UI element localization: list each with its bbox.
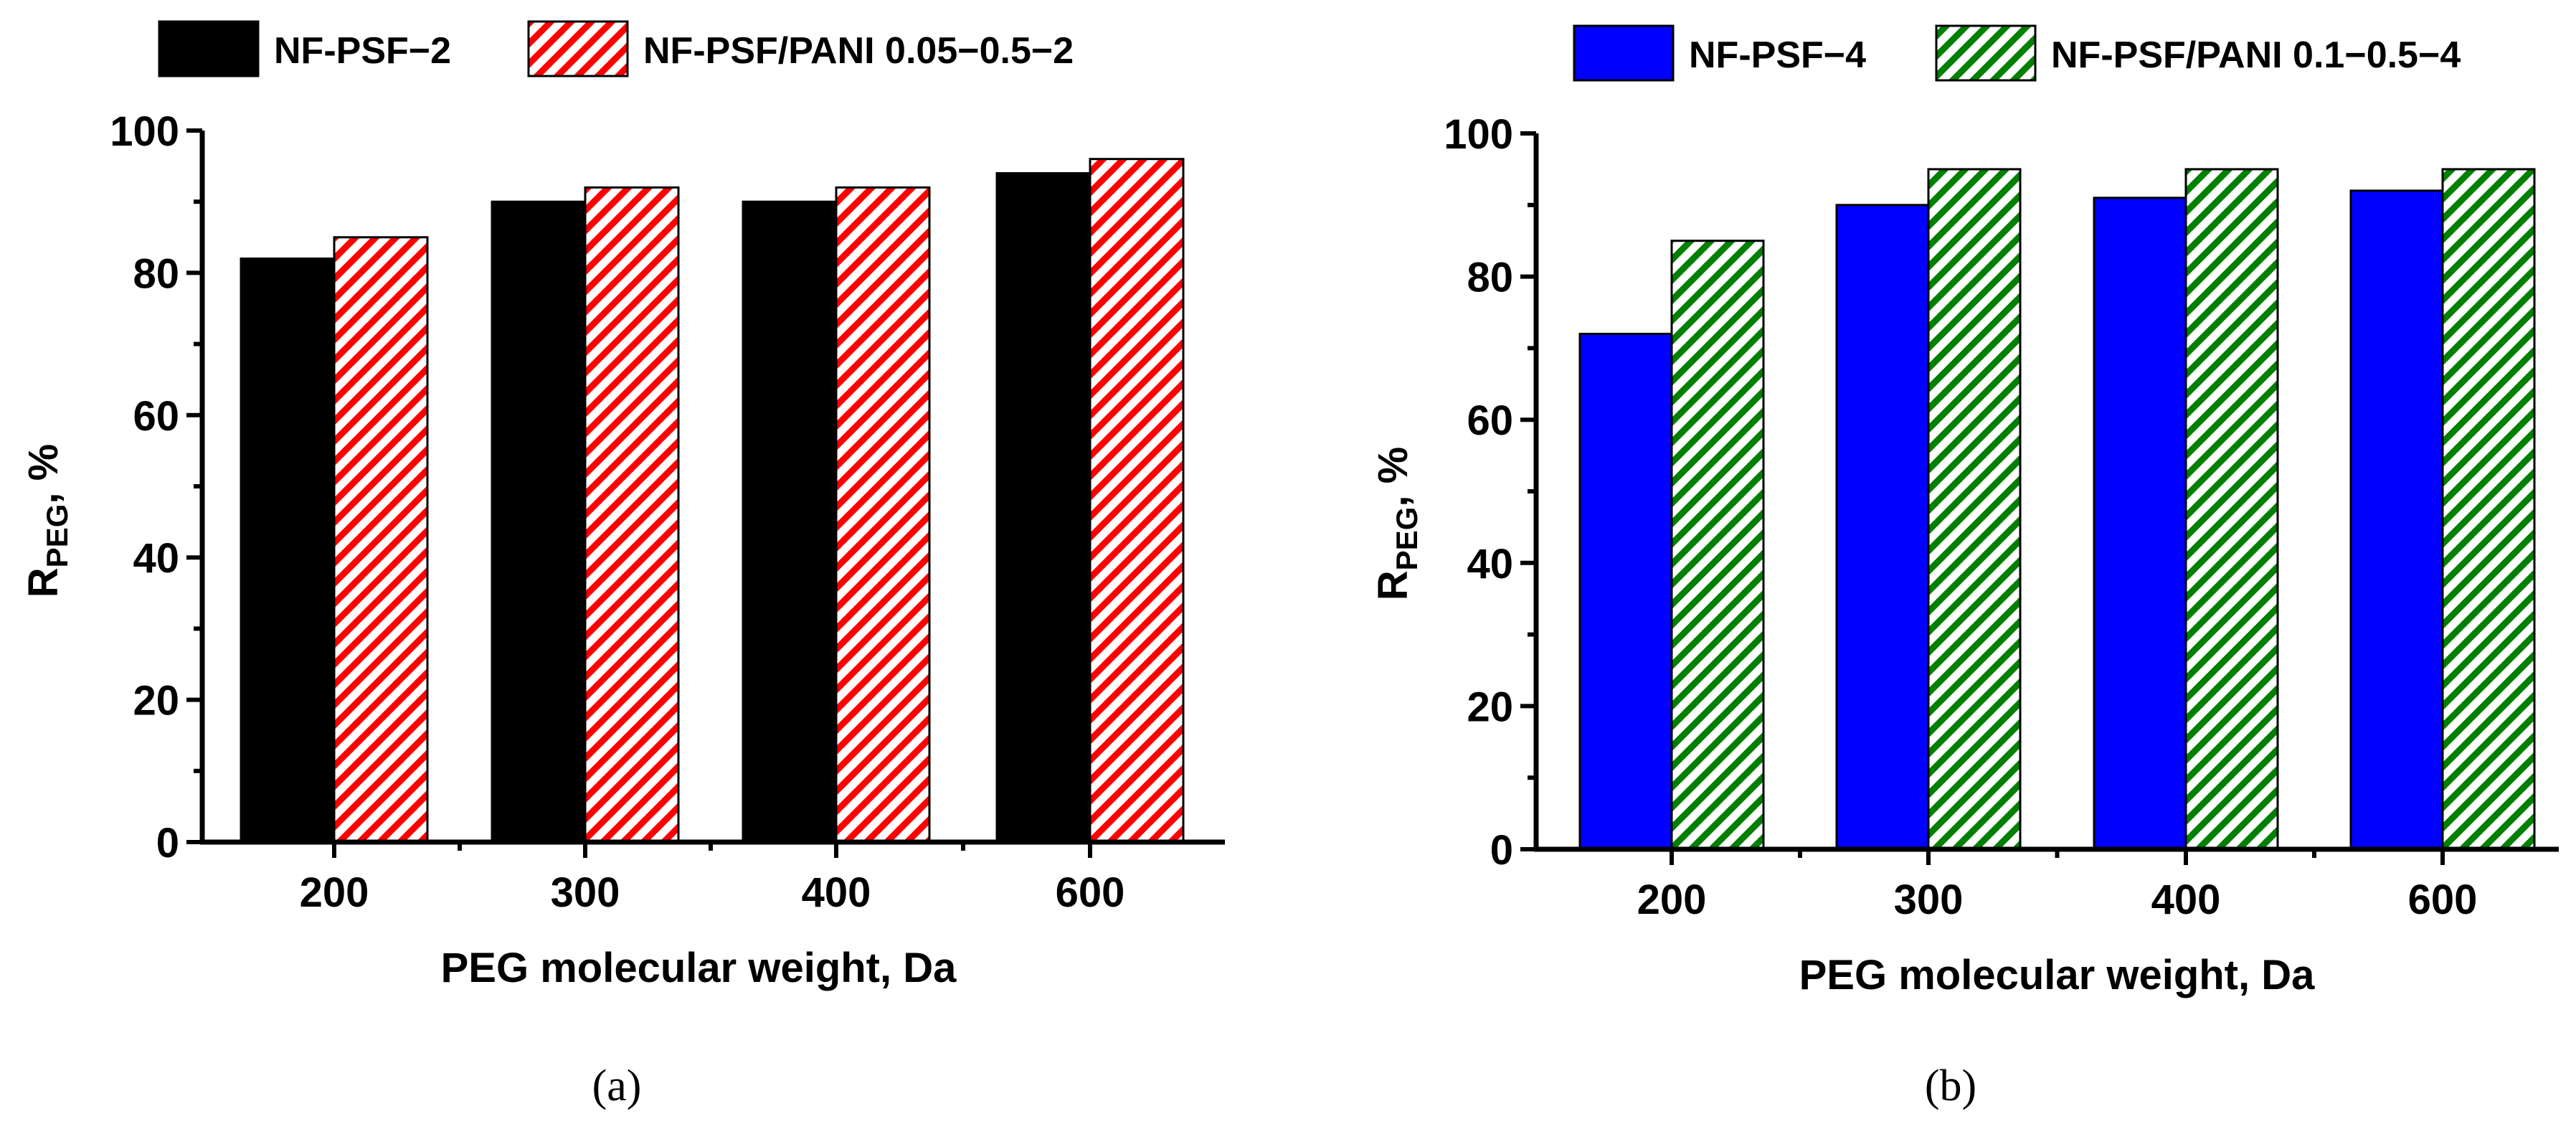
- panel-b: NF-PSF−4 NF-PSF/PANI 0.1−0.5−4 0 20 40 60 80…: [1370, 24, 2559, 1110]
- axes-a: 0 20 40 60 80 100 200 300 400 600: [110, 108, 1225, 916]
- axes-b: 0 20 40 60 80 100 200 300 400 600: [1444, 111, 2559, 923]
- caption-a: (a): [592, 1062, 642, 1110]
- x-tick-label: 200: [300, 869, 369, 916]
- y-axis-title-a-main: R: [20, 567, 67, 597]
- y-tick-label: 60: [133, 393, 179, 440]
- x-tick-label: 400: [2151, 877, 2221, 923]
- x-tick-label: 200: [1637, 877, 1707, 923]
- legend-a-swatch-1: [158, 20, 260, 77]
- bar-a-s1-400: [742, 200, 838, 844]
- x-tick-label: 300: [551, 869, 620, 916]
- y-tick-label: 100: [110, 108, 179, 155]
- y-tick-label: 20: [133, 678, 179, 724]
- legend-a-label-2: NF-PSF/PANI 0.05−0.5−2: [643, 30, 1074, 72]
- x-axis-title-b: PEG molecular weight, Da: [1799, 952, 2315, 998]
- x-tick-label: 600: [1056, 869, 1125, 916]
- legend-a-label-1: NF-PSF−2: [274, 30, 451, 72]
- bar-b-s1-600: [2349, 189, 2444, 851]
- legend-a-swatch-2: [527, 20, 629, 77]
- y-axis-title-a: RPEG, %: [20, 444, 74, 597]
- bar-b-s1-300: [1835, 204, 1930, 851]
- y-axis-title-b-sub: PEG: [1390, 507, 1424, 571]
- bar-a-s1-600: [995, 172, 1092, 844]
- y-axis-title-b-main: R: [1370, 570, 1416, 600]
- x-axis-title-a: PEG molecular weight, Da: [441, 945, 957, 991]
- y-axis-title-b-tail: , %: [1370, 447, 1416, 507]
- y-tick-label: 80: [1467, 255, 1513, 301]
- x-tick-label: 600: [2408, 877, 2478, 923]
- legend-b-swatch-2: [1935, 24, 2037, 82]
- bar-b-s1-200: [1578, 332, 1673, 851]
- y-tick-label: 40: [133, 535, 179, 582]
- bar-b-s1-400: [2093, 197, 2187, 851]
- legend-b-label-2: NF-PSF/PANI 0.1−0.5−4: [2051, 34, 2461, 76]
- bar-b-s2-600: [2441, 168, 2536, 851]
- bar-a-s2-600: [1089, 158, 1185, 844]
- legend-a: NF-PSF−2 NF-PSF/PANI 0.05−0.5−2: [158, 20, 1074, 77]
- bar-b-s2-300: [1927, 168, 2022, 851]
- legend-b: NF-PSF−4 NF-PSF/PANI 0.1−0.5−4: [1573, 24, 2461, 82]
- y-tick-label: 60: [1467, 397, 1513, 444]
- y-tick-label: 0: [156, 820, 179, 866]
- bar-a-s2-200: [333, 236, 429, 844]
- bar-a-s1-200: [240, 258, 336, 844]
- y-tick-label: 20: [1467, 684, 1513, 730]
- y-tick-label: 100: [1444, 111, 1513, 158]
- y-tick-label: 40: [1467, 541, 1513, 587]
- bar-b-s2-200: [1670, 240, 1765, 851]
- x-tick-label: 400: [802, 869, 871, 916]
- bars-a: [240, 158, 1185, 844]
- bar-a-s2-400: [835, 186, 931, 844]
- x-tick-label: 300: [1894, 877, 1964, 923]
- bar-a-s1-300: [491, 200, 587, 844]
- panel-a: NF-PSF−2 NF-PSF/PANI 0.05−0.5−2 0 20 40 60 8…: [20, 20, 1225, 1110]
- bar-a-s2-300: [584, 186, 680, 844]
- y-axis-title-a-tail: , %: [20, 444, 67, 504]
- caption-b: (b): [1925, 1062, 1976, 1110]
- y-axis-title-b: RPEG, %: [1370, 447, 1424, 600]
- y-axis-title-a-sub: PEG: [40, 504, 74, 568]
- legend-b-label-1: NF-PSF−4: [1689, 34, 1866, 76]
- y-tick-label: 0: [1490, 827, 1513, 874]
- y-tick-label: 80: [133, 250, 179, 297]
- bar-b-s2-400: [2184, 168, 2279, 851]
- bars-b: [1578, 168, 2536, 851]
- legend-b-swatch-1: [1573, 24, 1675, 82]
